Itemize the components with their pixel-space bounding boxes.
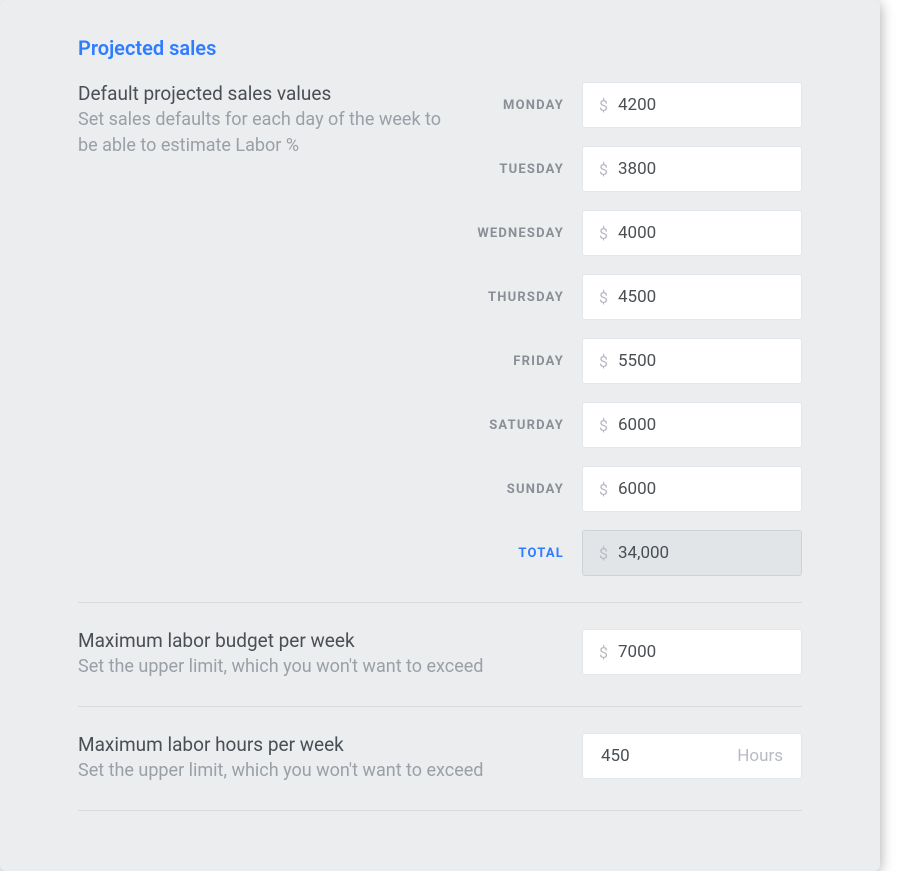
currency-symbol: $	[583, 480, 618, 499]
labor-hours-text: Maximum labor hours per week Set the upp…	[78, 733, 558, 784]
section-title: Projected sales	[78, 36, 802, 60]
day-row-monday: MONDAY $	[477, 82, 802, 128]
sales-field-friday[interactable]	[618, 339, 801, 383]
default-sales-block: Default projected sales values Set sales…	[78, 82, 802, 602]
currency-symbol: $	[583, 288, 618, 307]
labor-budget-block: Maximum labor budget per week Set the up…	[78, 602, 802, 706]
default-sales-heading: Default projected sales values	[78, 82, 447, 105]
day-row-saturday: SATURDAY $	[477, 402, 802, 448]
sales-input-monday[interactable]: $	[582, 82, 802, 128]
labor-hours-field[interactable]	[583, 734, 733, 778]
sales-field-sunday[interactable]	[618, 467, 801, 511]
sales-field-monday[interactable]	[618, 83, 801, 127]
day-label-total: TOTAL	[518, 546, 564, 561]
day-label-thursday: THURSDAY	[488, 290, 564, 305]
labor-budget-input[interactable]: $	[582, 629, 802, 675]
default-sales-subhead: Set sales defaults for each day of the w…	[78, 107, 447, 159]
day-row-wednesday: WEDNESDAY $	[477, 210, 802, 256]
day-label-friday: FRIDAY	[513, 354, 564, 369]
default-sales-text: Default projected sales values Set sales…	[78, 82, 453, 159]
day-label-wednesday: WEDNESDAY	[477, 226, 564, 241]
currency-symbol: $	[583, 643, 618, 662]
labor-hours-input[interactable]: Hours	[582, 733, 802, 779]
day-row-total: TOTAL $ 34,000	[477, 530, 802, 576]
labor-budget-text: Maximum labor budget per week Set the up…	[78, 629, 558, 680]
hours-unit: Hours	[733, 746, 801, 766]
settings-panel: Projected sales Default projected sales …	[0, 0, 880, 871]
day-label-tuesday: TUESDAY	[499, 162, 564, 177]
sales-input-saturday[interactable]: $	[582, 402, 802, 448]
labor-budget-field[interactable]	[618, 630, 801, 674]
day-row-tuesday: TUESDAY $	[477, 146, 802, 192]
currency-symbol: $	[583, 544, 618, 563]
sales-input-tuesday[interactable]: $	[582, 146, 802, 192]
default-sales-fields: MONDAY $ TUESDAY $ WEDNESDAY $	[477, 82, 802, 576]
labor-hours-block: Maximum labor hours per week Set the upp…	[78, 706, 802, 810]
day-label-sunday: SUNDAY	[507, 482, 564, 497]
sales-field-thursday[interactable]	[618, 275, 801, 319]
sales-total-value: 34,000	[618, 543, 681, 563]
labor-hours-subhead: Set the upper limit, which you won't wan…	[78, 758, 552, 784]
currency-symbol: $	[583, 160, 618, 179]
sales-total-display: $ 34,000	[582, 530, 802, 576]
sales-field-saturday[interactable]	[618, 403, 801, 447]
bottom-divider	[78, 810, 802, 811]
sales-field-wednesday[interactable]	[618, 211, 801, 255]
sales-field-tuesday[interactable]	[618, 147, 801, 191]
sales-input-friday[interactable]: $	[582, 338, 802, 384]
day-row-thursday: THURSDAY $	[477, 274, 802, 320]
currency-symbol: $	[583, 416, 618, 435]
sales-input-wednesday[interactable]: $	[582, 210, 802, 256]
currency-symbol: $	[583, 224, 618, 243]
labor-budget-subhead: Set the upper limit, which you won't wan…	[78, 654, 552, 680]
currency-symbol: $	[583, 96, 618, 115]
labor-hours-heading: Maximum labor hours per week	[78, 733, 552, 756]
day-label-monday: MONDAY	[503, 98, 564, 113]
day-label-saturday: SATURDAY	[489, 418, 564, 433]
sales-input-sunday[interactable]: $	[582, 466, 802, 512]
sales-input-thursday[interactable]: $	[582, 274, 802, 320]
currency-symbol: $	[583, 352, 618, 371]
labor-hours-field-wrap: Hours	[582, 733, 802, 779]
labor-budget-field-wrap: $	[582, 629, 802, 675]
day-row-sunday: SUNDAY $	[477, 466, 802, 512]
labor-budget-heading: Maximum labor budget per week	[78, 629, 552, 652]
day-row-friday: FRIDAY $	[477, 338, 802, 384]
